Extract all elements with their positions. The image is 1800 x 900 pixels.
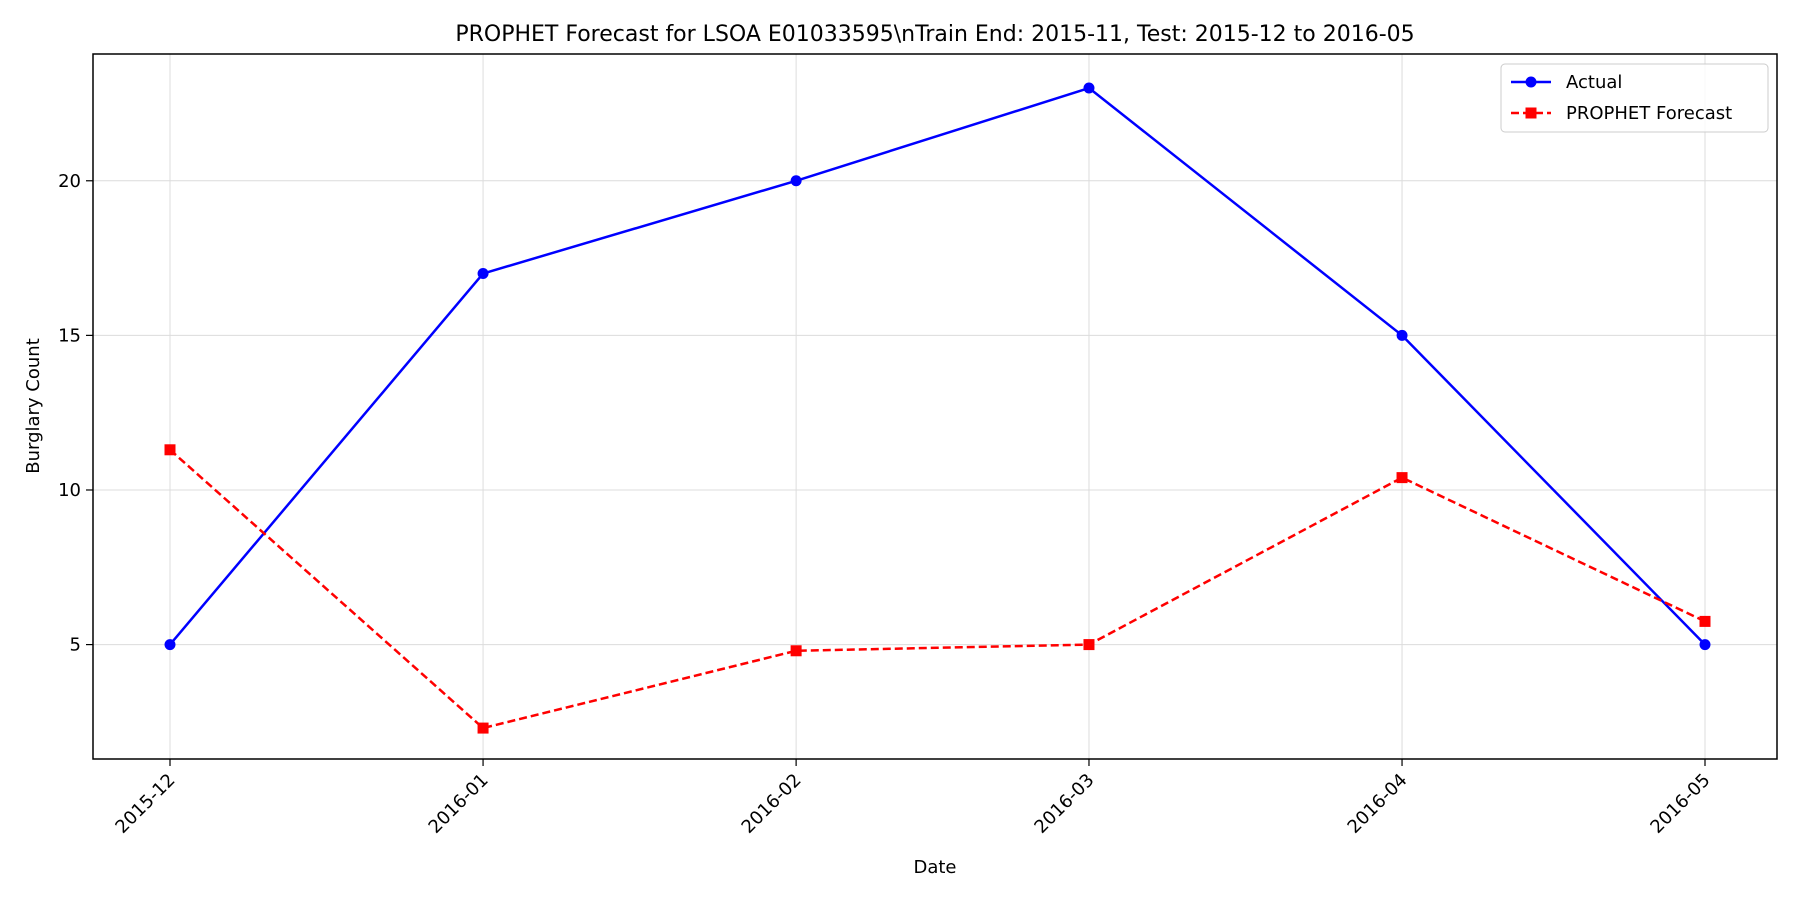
y-tick-label: 10 [58, 480, 81, 501]
data-point [1083, 639, 1095, 651]
legend-marker [1525, 107, 1537, 119]
legend-label: Actual [1566, 72, 1622, 93]
data-point [1699, 639, 1711, 651]
legend-marker [1525, 76, 1537, 88]
legend-label: PROPHET Forecast [1566, 103, 1732, 124]
grid [93, 54, 1777, 759]
x-axis-label: Date [913, 857, 956, 878]
series-line-actual [169, 86, 1706, 646]
data-point [790, 175, 802, 187]
data-point [164, 639, 176, 651]
data-point [164, 444, 176, 456]
data-point [1699, 615, 1711, 627]
y-axis-label: Burglary Count [23, 338, 44, 474]
x-tick-label: 2016-05 [1646, 770, 1714, 838]
chart-title: PROPHET Forecast for LSOA E01033595\nTra… [455, 22, 1414, 47]
plot-frame [92, 53, 1778, 760]
data-point [790, 645, 802, 657]
series-line-prophet-forecast [169, 448, 1706, 730]
x-tick-label: 2016-02 [738, 770, 806, 838]
legend-item-prophet-forecast: PROPHET Forecast [1511, 103, 1732, 124]
data-point [477, 268, 489, 280]
x-tick-label: 2015-12 [111, 770, 179, 838]
y-tick-label: 5 [70, 635, 81, 656]
y-tick-label: 15 [58, 325, 81, 346]
series-actual [164, 82, 1711, 651]
data-point [1083, 82, 1095, 94]
x-tick-label: 2016-01 [425, 770, 493, 838]
legend-box [1500, 63, 1769, 133]
data-point [477, 722, 489, 734]
y-tick-label: 20 [58, 171, 81, 192]
legend: Actual PROPHET Forecast [1500, 63, 1769, 133]
series-layer [164, 82, 1711, 734]
x-tick-label: 2016-03 [1030, 770, 1098, 838]
x-tick-label: 2016-04 [1344, 770, 1412, 838]
data-point [1396, 472, 1408, 484]
data-point [1396, 329, 1408, 341]
legend-item-actual: Actual [1511, 72, 1622, 93]
axis-ticks: 2015-12 2016-01 2016-02 2016-03 2016-04 2016-… [58, 171, 1714, 838]
series-prophet-forecast [164, 444, 1711, 734]
